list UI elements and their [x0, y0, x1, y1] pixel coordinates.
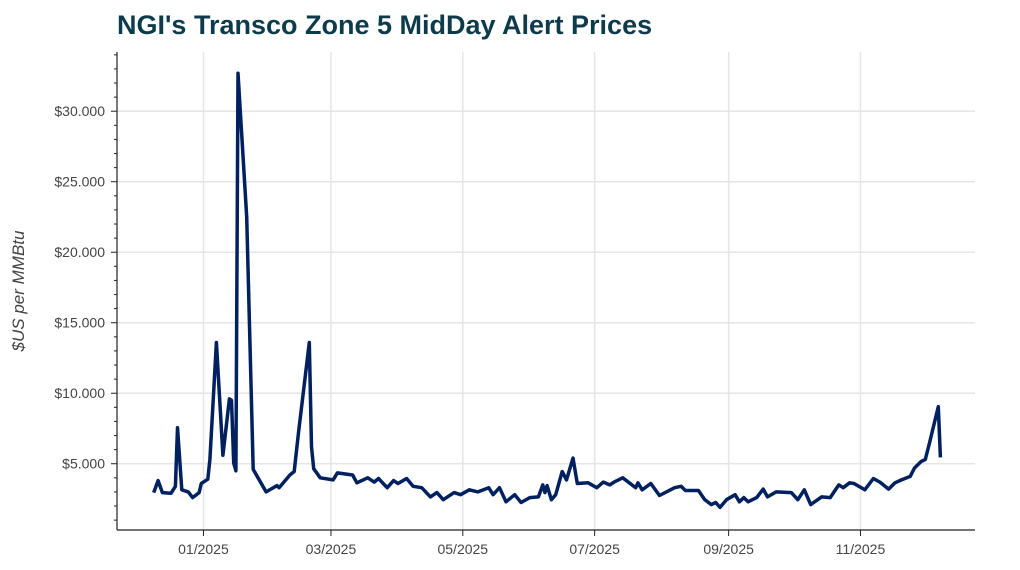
- x-tick-label: 01/2025: [178, 541, 229, 557]
- y-tick-label: $30.000: [54, 103, 105, 119]
- y-tick-label: $25.000: [54, 174, 105, 190]
- y-axis-label: $US per MMBtu: [9, 230, 28, 352]
- x-tick-label: 03/2025: [306, 541, 357, 557]
- x-tick-label: 05/2025: [437, 541, 488, 557]
- x-tick-label: 09/2025: [703, 541, 754, 557]
- chart-title: NGI's Transco Zone 5 MidDay Alert Prices: [117, 10, 653, 40]
- y-tick-label: $5.000: [62, 456, 105, 472]
- y-tick-label: $10.000: [54, 385, 105, 401]
- price-series-line: [152, 71, 943, 510]
- x-tick-label: 07/2025: [569, 541, 620, 557]
- x-tick-label: 11/2025: [836, 541, 886, 557]
- y-tick-label: $20.000: [54, 244, 105, 260]
- y-tick-label: $15.000: [54, 315, 105, 331]
